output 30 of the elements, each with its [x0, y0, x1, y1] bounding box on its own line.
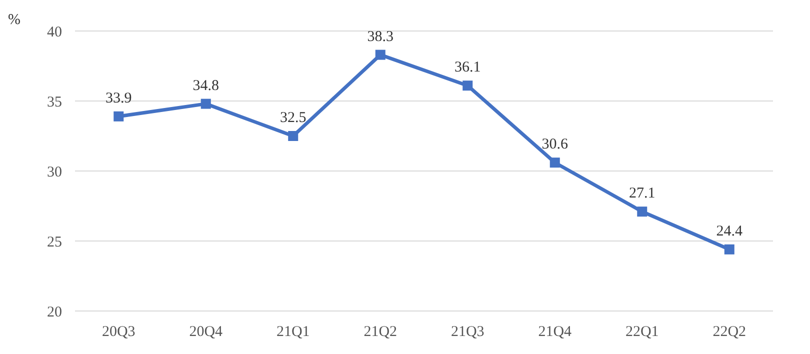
data-label: 34.8 [192, 78, 219, 94]
data-label: 32.5 [280, 110, 306, 126]
x-tick-label: 21Q4 [538, 324, 572, 340]
data-label: 38.3 [367, 28, 394, 45]
data-label: 27.1 [629, 186, 656, 202]
data-label: 36.1 [454, 60, 481, 76]
point [114, 111, 124, 122]
y-tick-label: 30 [47, 164, 62, 180]
x-tick-label: 20Q4 [189, 324, 224, 340]
y-tick-label: 25 [47, 234, 62, 250]
point [550, 158, 560, 168]
y-tick-label: 40 [47, 24, 62, 40]
x-tick-label: 22Q1 [625, 324, 659, 340]
point [462, 80, 473, 91]
point [288, 131, 298, 141]
point [724, 244, 734, 254]
x-tick-label: 21Q3 [450, 324, 484, 340]
data-label: 24.4 [716, 223, 743, 240]
y-axis-title: % [8, 12, 20, 28]
x-tick-label: 20Q3 [102, 324, 136, 340]
data-label: 30.6 [542, 136, 568, 153]
y-tick-label: 20 [47, 304, 62, 320]
y-tick-label: 35 [47, 94, 62, 110]
x-tick-label: 21Q1 [276, 324, 310, 340]
point [637, 206, 648, 217]
point [200, 98, 211, 109]
data-label: 33.9 [106, 90, 132, 106]
x-tick-label: 22Q2 [712, 324, 746, 340]
x-tick-label: 21Q2 [364, 324, 398, 340]
point [375, 50, 386, 60]
